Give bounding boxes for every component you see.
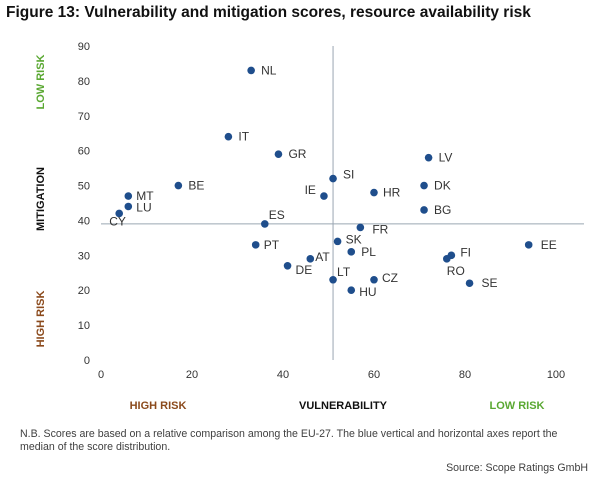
- point-label-cz: CZ: [382, 271, 398, 285]
- point-cy: [115, 209, 123, 218]
- point-bg: [420, 206, 428, 214]
- point-label-es: ES: [269, 208, 285, 222]
- point-label-lv: LV: [439, 151, 453, 165]
- point-es: [261, 220, 269, 228]
- point-lu: [124, 202, 133, 211]
- chart-title: Figure 13: Vulnerability and mitigation …: [6, 4, 531, 21]
- x-tick-label: 0: [98, 369, 104, 381]
- point-hr: [370, 188, 378, 197]
- point-dk: [420, 181, 428, 190]
- point-label-hr: HR: [383, 186, 401, 200]
- point-it: [224, 132, 233, 141]
- point-label-lt: LT: [337, 265, 351, 279]
- y-tick-label: 20: [78, 285, 90, 297]
- point-de: [283, 262, 292, 270]
- point-sk: [333, 237, 342, 246]
- axis-annotations: HIGH RISK VULNERABILITY LOW RISK LOW RISK MI…: [35, 54, 545, 412]
- point-si: [329, 174, 337, 183]
- median-lines: [101, 46, 584, 360]
- point-label-fr: FR: [372, 222, 388, 236]
- point-gr: [274, 150, 283, 158]
- point-label-se: SE: [482, 276, 498, 290]
- x-tick-label: 80: [459, 369, 471, 381]
- point-ee: [524, 241, 533, 249]
- point-label-hu: HU: [359, 285, 376, 299]
- x-axis-label: VULNERABILITY: [299, 400, 388, 412]
- y-annotation-high-risk: HIGH RISK: [35, 291, 47, 348]
- point-lt: [329, 275, 337, 284]
- point-at: [306, 255, 315, 263]
- point-label-de: DE: [296, 263, 313, 277]
- y-axis-label: MITIGATION: [35, 167, 47, 231]
- y-tick-label: 10: [78, 320, 90, 332]
- point-label-gr: GR: [288, 147, 306, 161]
- point-label-at: AT: [315, 250, 330, 264]
- point-label-ee: EE: [541, 238, 557, 252]
- y-tick-label: 30: [78, 250, 90, 262]
- y-tick-labels: 0 10 20 30 40 50 60 70 80 90: [78, 41, 90, 367]
- x-tick-labels: 0 20 40 60 80 100: [98, 369, 565, 381]
- y-tick-label: 50: [78, 181, 90, 193]
- point-label-nl: NL: [261, 63, 277, 77]
- y-tick-label: 60: [78, 146, 90, 158]
- x-tick-label: 100: [547, 369, 565, 381]
- y-annotation-low-risk: LOW RISK: [35, 54, 47, 109]
- point-label-it: IT: [238, 130, 249, 144]
- y-tick-label: 90: [78, 41, 90, 53]
- y-tick-label: 70: [78, 111, 90, 123]
- point-lv: [424, 153, 433, 162]
- point-mt: [124, 192, 133, 200]
- point-label-si: SI: [343, 168, 354, 182]
- point-fr: [356, 223, 365, 232]
- point-se: [465, 279, 474, 288]
- point-hu: [347, 286, 356, 295]
- y-tick-label: 40: [78, 215, 90, 227]
- point-label-pl: PL: [361, 245, 376, 259]
- x-tick-label: 60: [368, 369, 380, 381]
- x-annotation-low-risk: LOW RISK: [490, 400, 545, 412]
- y-tick-label: 80: [78, 76, 90, 88]
- y-tick-label: 0: [84, 355, 90, 367]
- point-label-pt: PT: [264, 238, 280, 252]
- point-nl: [247, 66, 255, 75]
- point-ro: [443, 255, 451, 263]
- point-cz: [370, 275, 378, 284]
- point-pt: [251, 241, 260, 249]
- point-label-be: BE: [188, 179, 204, 193]
- point-ie: [320, 192, 328, 200]
- point-label-mt: MT: [136, 189, 154, 203]
- point-label-ie: IE: [305, 183, 316, 197]
- point-label-fi: FI: [460, 245, 471, 259]
- x-tick-label: 20: [186, 369, 198, 381]
- point-label-ro: RO: [447, 264, 465, 278]
- x-annotation-high-risk: HIGH RISK: [130, 400, 187, 412]
- x-tick-label: 40: [277, 369, 289, 381]
- chart-source: Source: Scope Ratings GmbH: [446, 462, 588, 474]
- point-pl: [347, 248, 356, 256]
- chart-note: N.B. Scores are based on a relative comp…: [20, 428, 558, 453]
- data-points: NL IT GR LV SI DK BE HR MT IE LU BG CY ES FR SK PT EE PL FI…: [109, 63, 557, 299]
- point-label-dk: DK: [434, 179, 451, 193]
- point-label-lu: LU: [136, 200, 151, 214]
- point-label-bg: BG: [434, 203, 451, 217]
- point-be: [174, 181, 183, 190]
- point-label-cy: CY: [109, 214, 126, 228]
- point-label-sk: SK: [346, 232, 362, 246]
